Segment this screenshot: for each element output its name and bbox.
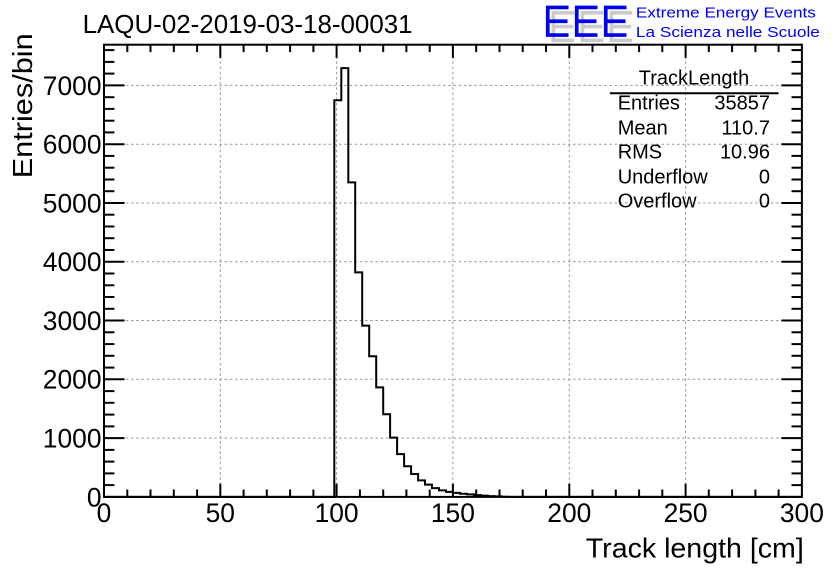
svg-text:Extreme Energy Events: Extreme Energy Events xyxy=(636,5,816,22)
svg-text:110.7: 110.7 xyxy=(721,117,770,139)
svg-text:Mean: Mean xyxy=(618,117,668,139)
svg-text:5000: 5000 xyxy=(43,188,102,218)
svg-text:2000: 2000 xyxy=(43,365,102,395)
svg-text:1000: 1000 xyxy=(43,424,102,454)
svg-text:La Scienza nelle Scuole: La Scienza nelle Scuole xyxy=(636,24,820,41)
svg-text:250: 250 xyxy=(664,498,708,528)
svg-text:0: 0 xyxy=(759,166,770,188)
svg-text:10.96: 10.96 xyxy=(720,142,770,164)
svg-text:3000: 3000 xyxy=(43,306,102,336)
svg-text:Underflow: Underflow xyxy=(618,166,709,188)
svg-text:4000: 4000 xyxy=(43,247,102,277)
svg-text:150: 150 xyxy=(431,498,475,528)
svg-text:Entries: Entries xyxy=(618,93,680,115)
svg-text:0: 0 xyxy=(759,191,770,213)
svg-text:Overflow: Overflow xyxy=(618,191,697,213)
svg-text:200: 200 xyxy=(547,498,591,528)
svg-text:LAQU-02-2019-03-18-00031: LAQU-02-2019-03-18-00031 xyxy=(83,9,413,39)
svg-text:50: 50 xyxy=(206,498,235,528)
svg-text:Track length [cm]: Track length [cm] xyxy=(586,532,804,563)
svg-text:300: 300 xyxy=(780,498,824,528)
svg-text:0: 0 xyxy=(97,498,112,528)
svg-text:100: 100 xyxy=(315,498,359,528)
svg-text:RMS: RMS xyxy=(618,142,662,164)
svg-text:35857: 35857 xyxy=(714,93,770,115)
svg-text:Entries/bin: Entries/bin xyxy=(7,33,38,178)
svg-text:0: 0 xyxy=(87,482,102,512)
svg-text:7000: 7000 xyxy=(43,71,102,101)
svg-text:TrackLength: TrackLength xyxy=(639,67,749,89)
svg-text:6000: 6000 xyxy=(43,130,102,160)
